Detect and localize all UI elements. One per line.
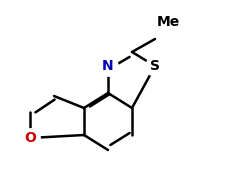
- Text: Me: Me: [156, 15, 180, 29]
- Text: O: O: [24, 131, 36, 145]
- Text: S: S: [150, 59, 160, 73]
- Text: N: N: [102, 59, 114, 73]
